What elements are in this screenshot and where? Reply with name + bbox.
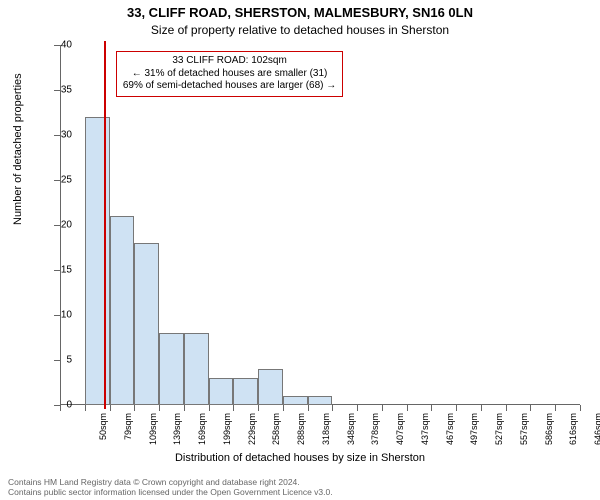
x-tick-label: 407sqm (395, 413, 405, 453)
x-tick-label: 527sqm (494, 413, 504, 453)
x-tick (258, 405, 259, 411)
x-axis-title: Distribution of detached houses by size … (0, 452, 600, 464)
x-tick-label: 467sqm (445, 413, 455, 453)
property-marker-line (104, 41, 106, 409)
y-tick (54, 45, 60, 46)
histogram-bar (209, 378, 234, 405)
y-tick (54, 315, 60, 316)
y-tick-label: 35 (61, 85, 72, 96)
x-tick (283, 405, 284, 411)
x-tick (382, 405, 383, 411)
x-tick (555, 405, 556, 411)
y-tick (54, 360, 60, 361)
annotation-box: 33 CLIFF ROAD: 102sqm ← 31% of detached … (116, 51, 343, 97)
x-tick (308, 405, 309, 411)
annotation-line-2: ← 31% of detached houses are smaller (31… (123, 68, 336, 81)
y-tick (54, 180, 60, 181)
y-tick-label: 40 (61, 40, 72, 51)
x-tick (159, 405, 160, 411)
y-tick (54, 135, 60, 136)
annotation-line-1: 33 CLIFF ROAD: 102sqm (123, 55, 336, 68)
histogram-bar (159, 333, 184, 405)
x-tick (233, 405, 234, 411)
x-tick (407, 405, 408, 411)
x-tick-label: 169sqm (197, 413, 207, 453)
x-tick-label: 378sqm (370, 413, 380, 453)
x-tick (357, 405, 358, 411)
chart-container: 33, CLIFF ROAD, SHERSTON, MALMESBURY, SN… (0, 0, 600, 500)
x-tick (85, 405, 86, 411)
y-tick-label: 5 (66, 355, 72, 366)
x-tick (60, 405, 61, 411)
x-tick (530, 405, 531, 411)
x-tick-label: 229sqm (247, 413, 257, 453)
histogram-bar (258, 369, 283, 405)
footer-line-2: Contains public sector information licen… (8, 488, 333, 498)
histogram-bar (184, 333, 209, 405)
y-tick-label: 30 (61, 130, 72, 141)
x-tick (456, 405, 457, 411)
x-tick (110, 405, 111, 411)
x-tick (134, 405, 135, 411)
histogram-bar (233, 378, 258, 405)
y-axis-title: Number of detached properties (12, 73, 24, 225)
histogram-bar (283, 396, 308, 405)
x-tick (431, 405, 432, 411)
x-tick (332, 405, 333, 411)
x-tick-label: 616sqm (568, 413, 578, 453)
x-tick-label: 318sqm (321, 413, 331, 453)
chart-subtitle: Size of property relative to detached ho… (0, 23, 600, 37)
x-tick-label: 79sqm (123, 413, 133, 453)
x-tick-label: 199sqm (222, 413, 232, 453)
x-tick (506, 405, 507, 411)
x-tick-label: 497sqm (469, 413, 479, 453)
x-tick (481, 405, 482, 411)
histogram-bar (134, 243, 159, 405)
x-tick-label: 348sqm (346, 413, 356, 453)
x-tick-label: 139sqm (172, 413, 182, 453)
y-tick (54, 90, 60, 91)
x-tick-label: 586sqm (544, 413, 554, 453)
y-tick-label: 15 (61, 265, 72, 276)
footer-attribution: Contains HM Land Registry data © Crown c… (8, 478, 333, 498)
y-tick (54, 225, 60, 226)
plot-area: 33 CLIFF ROAD: 102sqm ← 31% of detached … (60, 45, 580, 405)
x-tick (209, 405, 210, 411)
histogram-bar (110, 216, 135, 405)
x-tick-label: 437sqm (420, 413, 430, 453)
x-tick-label: 109sqm (148, 413, 158, 453)
y-tick-label: 20 (61, 220, 72, 231)
histogram-bar (308, 396, 333, 405)
y-tick-label: 0 (66, 400, 72, 411)
x-tick-label: 50sqm (98, 413, 108, 453)
chart-title: 33, CLIFF ROAD, SHERSTON, MALMESBURY, SN… (0, 5, 600, 20)
y-tick (54, 270, 60, 271)
y-tick-label: 10 (61, 310, 72, 321)
x-tick-label: 646sqm (593, 413, 600, 453)
x-tick-label: 288sqm (296, 413, 306, 453)
x-tick-label: 557sqm (519, 413, 529, 453)
x-tick (580, 405, 581, 411)
y-tick-label: 25 (61, 175, 72, 186)
x-tick (184, 405, 185, 411)
annotation-line-3: 69% of semi-detached houses are larger (… (123, 80, 336, 93)
x-tick-label: 258sqm (271, 413, 281, 453)
